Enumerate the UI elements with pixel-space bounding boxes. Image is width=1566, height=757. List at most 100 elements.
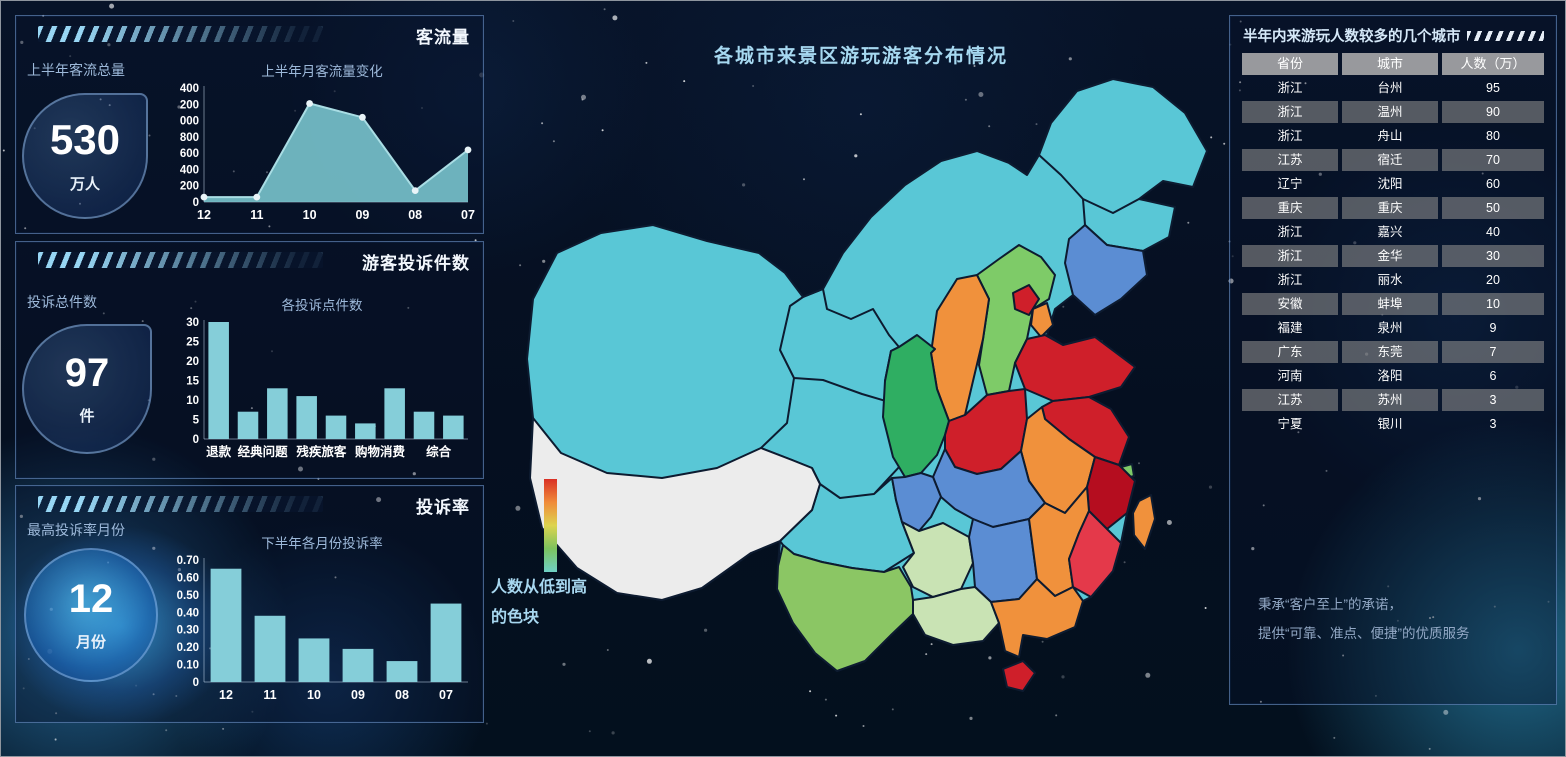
y-tick: 000 — [180, 116, 199, 128]
province-guizhou[interactable] — [901, 521, 974, 598]
star — [1342, 654, 1345, 657]
star — [1428, 747, 1431, 750]
stat-unit: 万人 — [69, 175, 100, 193]
star — [1238, 89, 1241, 92]
province-shandong[interactable] — [1014, 334, 1136, 402]
bar[interactable] — [430, 603, 462, 682]
bar[interactable] — [210, 568, 242, 682]
bar[interactable] — [267, 388, 288, 439]
bar[interactable] — [254, 615, 286, 682]
table-cell: 台州 — [1377, 81, 1403, 95]
complaint-categories-chart[interactable]: 30 25 20 15 10 5 0 退款 经典问题 残疾旅客 购物消费 综合 — [166, 314, 478, 461]
bar[interactable] — [342, 648, 374, 682]
table-cell: 3 — [1442, 389, 1544, 411]
monthly-traffic-chart[interactable]: 400 200 000 800 600 400 200 012 11 10 09 08 07 — [166, 80, 478, 224]
data-point[interactable] — [359, 113, 366, 121]
table-row: 浙江 台州 95 — [1242, 77, 1544, 99]
province-taiwan[interactable] — [1132, 494, 1156, 550]
table-cell: 宿迁 — [1342, 149, 1438, 171]
star — [581, 94, 586, 100]
table-row: 重庆 重庆 50 — [1242, 197, 1544, 219]
province-beijing[interactable] — [1012, 284, 1040, 316]
x-label: 10 — [303, 208, 317, 222]
x-label: 综合 — [426, 444, 452, 459]
table-title: 半年内来游玩人数较多的几个城市 — [1243, 29, 1461, 45]
star — [1123, 561, 1126, 564]
star — [1477, 497, 1482, 501]
star — [1432, 616, 1435, 619]
table-cell: 70 — [1442, 149, 1544, 171]
panel-title: 游客投诉件数 — [362, 254, 470, 273]
star — [298, 466, 303, 472]
province-hainan[interactable] — [1002, 660, 1036, 692]
star — [742, 183, 746, 187]
star — [479, 72, 485, 78]
table-cell: 40 — [1486, 225, 1500, 239]
bar[interactable] — [355, 423, 376, 439]
province-liaoning[interactable] — [1064, 224, 1148, 316]
area-fill — [204, 103, 468, 202]
table-header-bar: 半年内来游玩人数较多的几个城市 — [1243, 25, 1544, 46]
map-title: 各城市来景区游玩游客分布情况 — [713, 46, 1008, 67]
star — [222, 727, 225, 730]
table-cell: 7 — [1442, 341, 1544, 363]
chart-title: 下半年各月份投诉率 — [261, 536, 383, 551]
table-cell: 95 — [1486, 81, 1500, 95]
star — [581, 98, 584, 101]
province-tianjin[interactable] — [1030, 302, 1054, 338]
star — [148, 134, 151, 137]
stat-value: 97 — [64, 350, 110, 395]
province-tibet[interactable] — [529, 417, 821, 601]
legend-label-line1: 人数从低到高 — [491, 579, 588, 596]
bar[interactable] — [237, 411, 259, 439]
star — [824, 698, 827, 701]
province-guangdong[interactable] — [990, 578, 1084, 658]
star — [1204, 607, 1207, 609]
bar[interactable] — [296, 396, 317, 439]
y-tick: 0.30 — [177, 625, 199, 637]
table-cell: 丽水 — [1377, 273, 1403, 287]
star — [152, 457, 156, 461]
service-slogan: 秉承“客户至上”的承诺， 提供“可靠、准点、便捷”的优质服务 — [1258, 590, 1470, 648]
star — [1035, 123, 1038, 126]
bar[interactable] — [208, 322, 229, 439]
star — [2, 149, 5, 152]
star — [1333, 736, 1336, 739]
star — [519, 264, 522, 267]
y-tick: 25 — [186, 337, 199, 349]
bar[interactable] — [443, 415, 464, 439]
bar[interactable] — [386, 661, 418, 682]
monthly-complaint-rate-chart[interactable]: 0.70 0.60 0.50 0.40 0.30 0.20 0.10 0 12 11 10 09 08 0… — [166, 552, 478, 704]
city-ranking-table: 省份 城市 人数（万） 浙江 台州 95 浙江 温州 90 浙江 舟山 80 江苏 宿迁 70 辽宁 沈阳 60 重… — [1242, 53, 1544, 435]
data-point[interactable] — [253, 193, 261, 201]
star — [1068, 57, 1072, 61]
bar[interactable] — [325, 415, 347, 439]
data-point[interactable] — [464, 146, 472, 154]
star — [1304, 82, 1307, 85]
table-row: 福建 泉州 9 — [1242, 317, 1544, 339]
y-tick: 0.70 — [177, 555, 199, 567]
star — [552, 140, 555, 143]
star — [1297, 431, 1300, 434]
star — [588, 730, 591, 733]
star — [271, 350, 273, 353]
x-label: 12 — [219, 688, 233, 702]
province-chongqing[interactable] — [891, 472, 942, 532]
x-label: 12 — [197, 208, 211, 222]
star — [485, 722, 488, 725]
table-cell: 福建 — [1277, 321, 1303, 335]
star — [835, 714, 838, 717]
star — [891, 708, 894, 711]
province-fujian[interactable] — [1068, 510, 1122, 598]
data-point[interactable] — [200, 193, 208, 201]
bar[interactable] — [298, 638, 330, 682]
bar[interactable] — [413, 411, 435, 439]
table-cell: 10 — [1442, 293, 1544, 315]
data-point[interactable] — [411, 187, 419, 194]
bar[interactable] — [384, 388, 405, 439]
star — [1259, 700, 1262, 703]
x-label: 09 — [351, 688, 365, 702]
star — [1374, 694, 1377, 697]
data-point[interactable] — [306, 100, 313, 107]
